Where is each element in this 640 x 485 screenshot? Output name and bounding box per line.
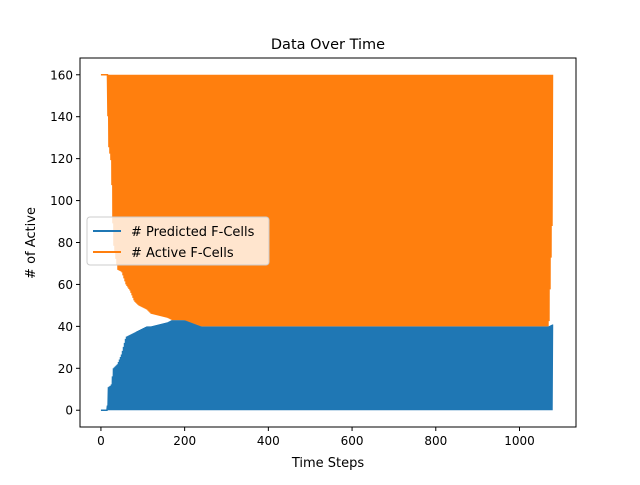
y-tick-label: 0: [65, 404, 73, 418]
axes-layer: 0 200 400 600 800 1000 0 20 40 60 80 100 120 140 160: [50, 57, 577, 448]
y-tick-label: 80: [58, 236, 73, 250]
legend-label-active: # Active F-Cells: [131, 246, 234, 261]
y-tick-label: 20: [58, 362, 73, 376]
legend-frame: [86, 216, 270, 266]
series-line-1: [100, 74, 554, 327]
x-tick-label: 800: [424, 434, 447, 448]
series-line-0: [100, 320, 554, 411]
x-tick-label: 200: [173, 434, 196, 448]
y-tick-label: 60: [58, 278, 73, 292]
series-layer: [100, 74, 554, 411]
legend: # Predicted F-Cells # Active F-Cells: [86, 216, 270, 266]
legend-label-predicted: # Predicted F-Cells: [131, 225, 255, 240]
x-tick-label: 1000: [504, 434, 535, 448]
x-tick-label: 600: [341, 434, 364, 448]
y-tick-label: 120: [50, 152, 73, 166]
y-tick-label: 100: [50, 194, 73, 208]
x-tick-label: 400: [257, 434, 280, 448]
y-tick-label: 160: [50, 68, 73, 82]
y-tick-label: 140: [50, 110, 73, 124]
chart-title: Data Over Time: [271, 37, 385, 53]
x-tick-label: 0: [97, 434, 105, 448]
y-tick-label: 40: [58, 320, 73, 334]
y-axis-label: # of Active: [24, 207, 39, 279]
x-axis-label: Time Steps: [291, 456, 365, 471]
